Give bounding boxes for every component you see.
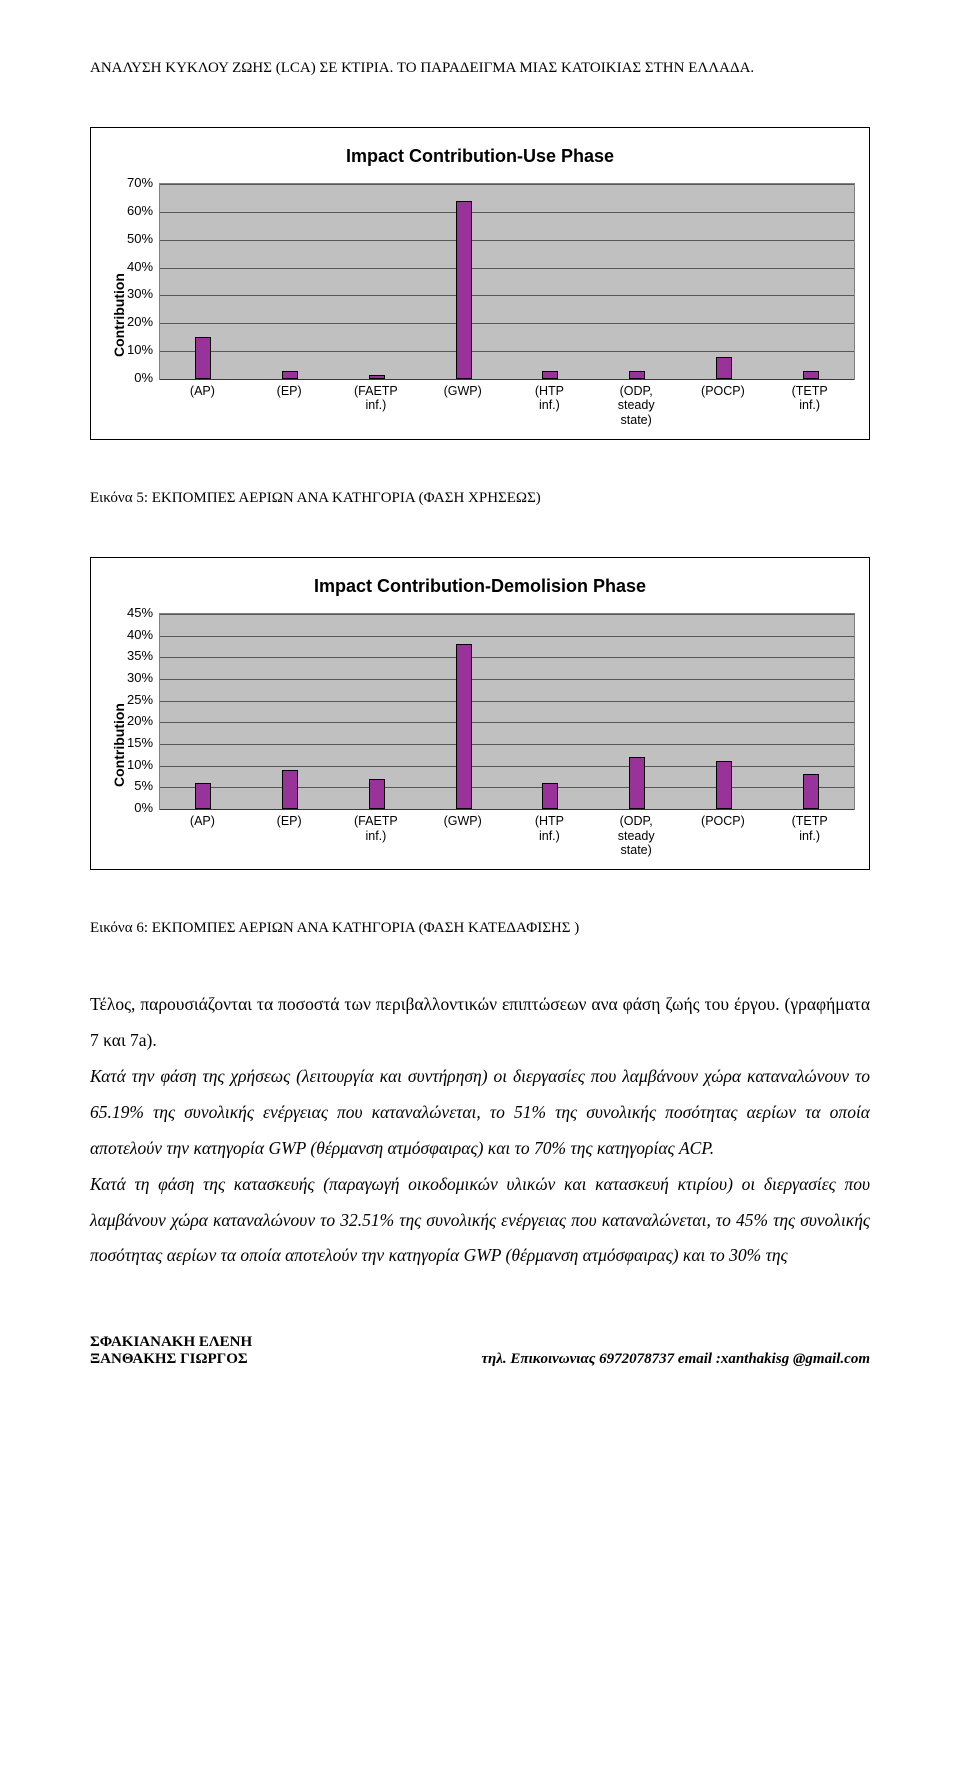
chart-demolition-phase: Impact Contribution-Demolision Phase Con… [90, 557, 870, 870]
chart1-title: Impact Contribution-Use Phase [107, 146, 853, 167]
xtick-label: (GWP) [419, 814, 506, 857]
bar [456, 644, 472, 809]
bar [542, 783, 558, 809]
xtick-label: (FAETPinf.) [333, 384, 420, 427]
bar [542, 371, 558, 379]
bar [803, 774, 819, 809]
xtick-label: (FAETPinf.) [333, 814, 420, 857]
chart1-ylabel: Contribution [107, 253, 127, 357]
page-footer: ΣΦΑΚΙΑΝΑΚΗ ΕΛΕΝΗ ΞΑΝΘΑΚΗΣ ΓΙΩΡΓΟΣ τηλ. Ε… [90, 1334, 870, 1368]
figure6-caption: Εικόνα 6: ΕΚΠΟΜΠΕΣ ΑΕΡΙΩΝ ΑΝΑ ΚΑΤΗΓΟΡΙΑ … [90, 920, 870, 937]
chart-use-phase: Impact Contribution-Use Phase Contributi… [90, 127, 870, 440]
bar [716, 761, 732, 809]
chart2-yticks: 45%40%35%30%25%20%15%10%5%0% [127, 613, 159, 808]
xtick-label: (POCP) [680, 384, 767, 427]
xtick-label: (HTPinf.) [506, 384, 593, 427]
bar [369, 375, 385, 379]
bar [629, 757, 645, 809]
paragraph-1: Τέλος, παρουσιάζονται τα ποσοστά των περ… [90, 987, 870, 1059]
chart2-ylabel: Contribution [107, 683, 127, 787]
gridline [160, 809, 854, 810]
xtick-label: (GWP) [419, 384, 506, 427]
footer-author1: ΣΦΑΚΙΑΝΑΚΗ ΕΛΕΝΗ [90, 1334, 252, 1351]
footer-authors: ΣΦΑΚΙΑΝΑΚΗ ΕΛΕΝΗ ΞΑΝΘΑΚΗΣ ΓΙΩΡΓΟΣ [90, 1334, 252, 1368]
bar [195, 337, 211, 379]
xtick-label: (EP) [246, 384, 333, 427]
gridline [160, 379, 854, 380]
bar [369, 779, 385, 809]
paragraph-3: Κατά τη φάση της κατασκευής (παραγωγή οι… [90, 1167, 870, 1275]
paragraph-2: Κατά την φάση της χρήσεως (λειτουργία κα… [90, 1059, 870, 1167]
footer-author2: ΞΑΝΘΑΚΗΣ ΓΙΩΡΓΟΣ [90, 1351, 252, 1368]
xtick-label: (POCP) [680, 814, 767, 857]
chart1-plot-area [159, 183, 855, 380]
chart1-yticks: 70%60%50%40%30%20%10%0% [127, 183, 159, 378]
chart2-bars [160, 614, 854, 809]
footer-contact: τηλ. Επικοινωνιας 6972078737 email :xant… [481, 1351, 870, 1368]
xtick-label: (ODP,steadystate) [593, 814, 680, 857]
xtick-label: (AP) [159, 384, 246, 427]
page-header: ΑΝΑΛΥΣΗ ΚΥΚΛΟΥ ΖΩΗΣ (LCA) ΣΕ ΚΤΙΡΙΑ. ΤΟ … [90, 60, 870, 77]
bar [195, 783, 211, 809]
xtick-label: (EP) [246, 814, 333, 857]
xtick-label: (ODP,steadystate) [593, 384, 680, 427]
xtick-label: (TETPinf.) [766, 814, 853, 857]
figure5-caption: Εικόνα 5: ΕΚΠΟΜΠΕΣ ΑΕΡΙΩΝ ΑΝΑ ΚΑΤΗΓΟΡΙΑ … [90, 490, 870, 507]
xtick-label: (HTPinf.) [506, 814, 593, 857]
xtick-label: (TETPinf.) [766, 384, 853, 427]
chart2-xticks: (AP)(EP)(FAETPinf.)(GWP)(HTPinf.)(ODP,st… [159, 810, 853, 857]
bar [716, 357, 732, 379]
body-text: Τέλος, παρουσιάζονται τα ποσοστά των περ… [90, 987, 870, 1274]
chart1-xticks: (AP)(EP)(FAETPinf.)(GWP)(HTPinf.)(ODP,st… [159, 380, 853, 427]
xtick-label: (AP) [159, 814, 246, 857]
chart2-title: Impact Contribution-Demolision Phase [107, 576, 853, 597]
bar [456, 201, 472, 379]
chart2-plot-area [159, 613, 855, 810]
bar [282, 371, 298, 379]
bar [282, 770, 298, 809]
bar [629, 371, 645, 379]
bar [803, 371, 819, 379]
chart1-bars [160, 184, 854, 379]
